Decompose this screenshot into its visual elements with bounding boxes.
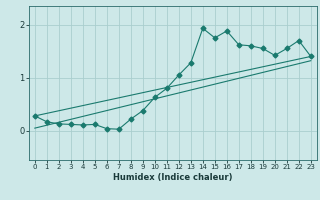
X-axis label: Humidex (Indice chaleur): Humidex (Indice chaleur) <box>113 173 233 182</box>
